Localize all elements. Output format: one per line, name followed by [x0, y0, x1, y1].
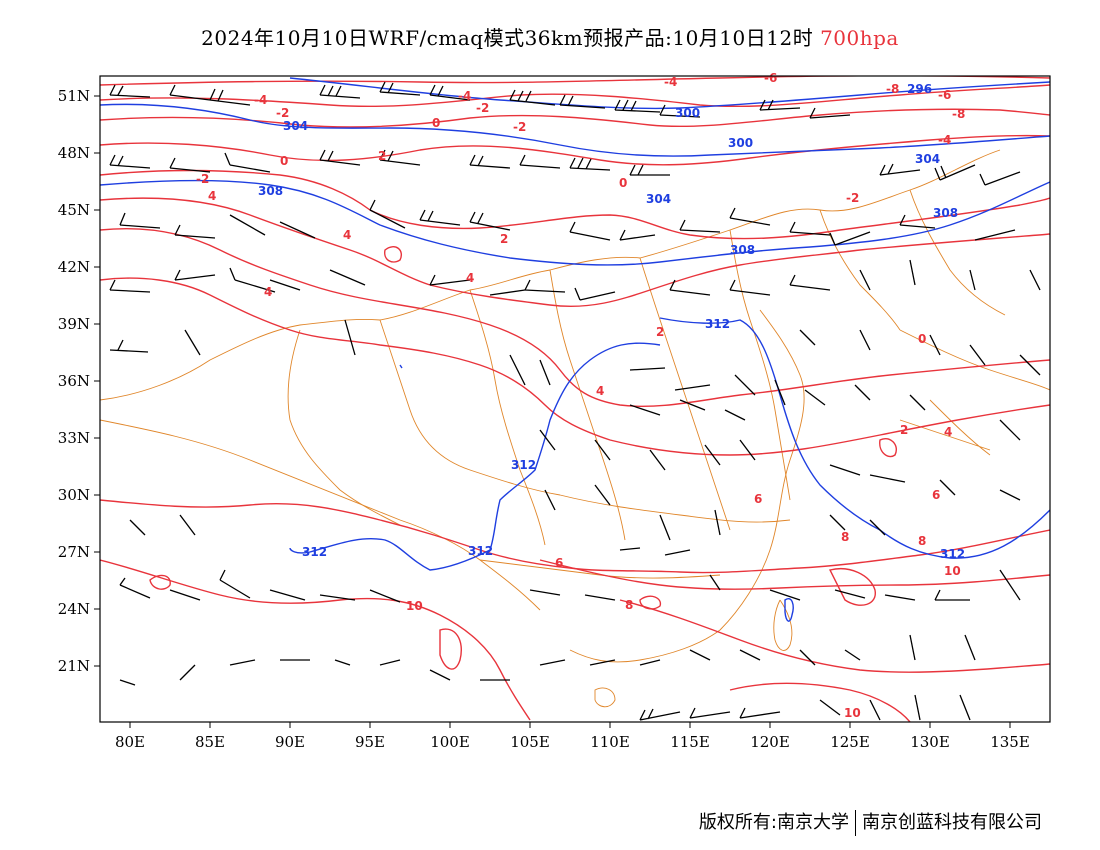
footer-divider [855, 810, 856, 836]
height-label: 308 [258, 184, 283, 198]
title-level: 700hpa [820, 26, 899, 50]
height-label: 304 [283, 119, 308, 133]
temp-label: -8 [886, 82, 899, 96]
boundary-lines [100, 149, 1050, 708]
temp-label: -2 [846, 191, 859, 205]
temp-label: 6 [555, 556, 563, 570]
temp-label: 6 [754, 492, 762, 506]
temperature-contour-labels: -8 -6 -4 -4 -2 -2 -2 -2 0 0 0 2 2 2 -4 -… [196, 71, 965, 720]
height-label: 300 [728, 136, 753, 150]
wind-barbs [109, 81, 1041, 721]
y-tick-label: 27N [58, 543, 90, 561]
temp-label: 2 [378, 149, 386, 163]
y-tick-label: 24N [58, 600, 90, 618]
x-tick-label: 90E [275, 733, 305, 751]
temp-label: 4 [466, 271, 474, 285]
height-label: 312 [705, 317, 730, 331]
temp-label: 8 [918, 534, 926, 548]
temp-label: 10 [944, 564, 961, 578]
x-tick-label: 115E [670, 733, 710, 751]
x-tick-label: 110E [590, 733, 630, 751]
y-tick-label: 39N [58, 315, 90, 333]
copyright-owner: 版权所有:南京大学 [698, 812, 849, 833]
x-tick-label: 125E [830, 733, 870, 751]
height-label: 308 [933, 206, 958, 220]
temp-label: 4 [944, 425, 952, 439]
temp-label: -2 [476, 101, 489, 115]
temp-label: 4 [264, 285, 272, 299]
temp-label: 8 [625, 598, 633, 612]
height-contour-labels: 296 300 300 304 304 304 308 308 308 312 … [258, 82, 965, 561]
temp-label: 0 [918, 332, 926, 346]
temp-label: -8 [952, 107, 965, 121]
temp-label: -4 [458, 89, 471, 103]
temp-label: 8 [841, 530, 849, 544]
temp-label: 2 [656, 325, 664, 339]
copyright-company: 南京创蓝科技有限公司 [862, 812, 1042, 833]
temp-label: 0 [619, 176, 627, 190]
height-label: 308 [730, 243, 755, 257]
temp-label: -4 [938, 133, 951, 147]
y-tick-label: 51N [58, 87, 90, 105]
temp-label: -6 [938, 88, 951, 102]
height-label: 304 [915, 152, 940, 166]
temp-label: 4 [343, 228, 351, 242]
temp-label: 0 [280, 154, 288, 168]
x-tick-label: 135E [990, 733, 1030, 751]
x-tick-label: 120E [750, 733, 790, 751]
temp-label: -4 [254, 93, 267, 107]
temp-label: 2 [900, 423, 908, 437]
temp-label: -2 [196, 172, 209, 186]
x-axis-labels: 80E 85E 90E 95E 100E 105E 110E 115E 120E… [115, 733, 1030, 751]
y-tick-label: 48N [58, 144, 90, 162]
temp-label: 0 [432, 116, 440, 130]
height-label: 312 [468, 544, 493, 558]
map-title: 2024年10月10日WRF/cmaq模式36km预报产品:10月10日12时 … [0, 22, 1100, 51]
temp-label: 2 [500, 232, 508, 246]
isotherms [100, 76, 1050, 722]
y-tick-label: 42N [58, 258, 90, 276]
copyright-footer: 版权所有:南京大学 南京创蓝科技有限公司 [699, 808, 1042, 836]
temp-label: -6 [764, 71, 777, 85]
height-label: 312 [302, 545, 327, 559]
height-label: 312 [511, 458, 536, 472]
x-tick-label: 130E [910, 733, 950, 751]
x-tick-label: 85E [195, 733, 225, 751]
x-tick-label: 80E [115, 733, 145, 751]
y-axis-labels: 51N 48N 45N 42N 39N 36N 33N 30N 27N 24N … [58, 87, 90, 675]
x-tick-label: 95E [355, 733, 385, 751]
x-tick-label: 100E [430, 733, 470, 751]
temp-label: 10 [406, 599, 423, 613]
axis-ticks [94, 95, 1011, 728]
plot-frame [99, 75, 1051, 723]
height-label: 312 [940, 547, 965, 561]
height-contours [100, 77, 1050, 622]
y-tick-label: 30N [58, 486, 90, 504]
y-tick-label: 21N [58, 657, 90, 675]
temp-label: -2 [276, 106, 289, 120]
height-label: 300 [675, 106, 700, 120]
y-tick-label: 45N [58, 201, 90, 219]
height-label: 296 [907, 82, 932, 96]
y-tick-label: 36N [58, 372, 90, 390]
temp-label: 4 [208, 189, 216, 203]
title-main: 2024年10月10日WRF/cmaq模式36km预报产品:10月10日12时 [201, 26, 814, 50]
temp-label: 4 [596, 384, 604, 398]
temp-label: -4 [664, 75, 677, 89]
temp-label: -2 [513, 120, 526, 134]
height-label: 304 [646, 192, 671, 206]
temp-label: 10 [844, 706, 861, 720]
temp-label: 6 [932, 488, 940, 502]
x-tick-label: 105E [510, 733, 550, 751]
y-tick-label: 33N [58, 429, 90, 447]
